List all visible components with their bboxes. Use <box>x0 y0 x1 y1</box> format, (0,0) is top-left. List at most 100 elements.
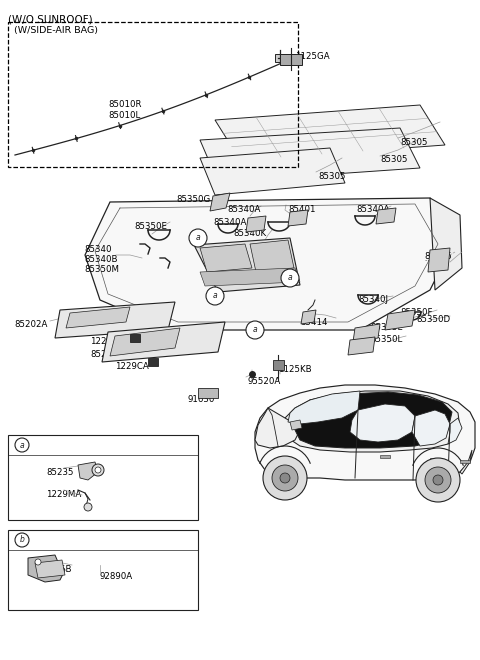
Polygon shape <box>430 198 462 290</box>
Polygon shape <box>290 420 302 430</box>
Polygon shape <box>350 404 415 442</box>
Polygon shape <box>85 198 455 330</box>
Text: a: a <box>213 292 217 300</box>
Text: 1125KB: 1125KB <box>278 365 312 374</box>
Text: 85305: 85305 <box>380 155 408 164</box>
Polygon shape <box>288 391 360 424</box>
Text: a: a <box>20 440 24 449</box>
Text: 1125GA: 1125GA <box>295 52 330 61</box>
Text: 85746: 85746 <box>424 252 452 261</box>
Polygon shape <box>102 322 225 362</box>
Text: b: b <box>20 535 24 544</box>
Circle shape <box>92 464 104 476</box>
Text: 85350E: 85350E <box>134 222 167 231</box>
Text: 85350D: 85350D <box>416 315 450 324</box>
Text: 95520A: 95520A <box>248 377 281 386</box>
Text: 92890A: 92890A <box>100 572 133 581</box>
Polygon shape <box>295 392 452 448</box>
Polygon shape <box>376 208 396 224</box>
Polygon shape <box>460 450 472 474</box>
Text: 91630: 91630 <box>188 395 216 404</box>
Polygon shape <box>301 310 316 324</box>
Polygon shape <box>200 128 420 182</box>
Polygon shape <box>385 310 415 330</box>
Text: 85350G: 85350G <box>176 195 210 204</box>
Bar <box>275 54 295 62</box>
Polygon shape <box>353 324 380 342</box>
Polygon shape <box>198 388 218 398</box>
Polygon shape <box>428 248 450 272</box>
Text: 1229MA: 1229MA <box>46 490 81 499</box>
Polygon shape <box>412 410 450 446</box>
Polygon shape <box>273 360 284 370</box>
Text: 1229CA: 1229CA <box>115 362 149 371</box>
Polygon shape <box>200 148 345 195</box>
Circle shape <box>15 533 29 547</box>
Text: 85010L: 85010L <box>108 111 140 120</box>
Text: 85202A: 85202A <box>14 320 48 329</box>
Text: a: a <box>196 234 200 242</box>
Circle shape <box>15 438 29 452</box>
Text: 85340B: 85340B <box>84 255 118 264</box>
Polygon shape <box>460 460 470 463</box>
Text: 85401: 85401 <box>288 205 315 214</box>
Text: 18645B: 18645B <box>38 565 72 574</box>
Polygon shape <box>55 302 175 338</box>
Polygon shape <box>210 193 230 211</box>
Text: 85340J: 85340J <box>358 295 388 304</box>
Polygon shape <box>283 391 460 452</box>
Polygon shape <box>35 560 65 578</box>
Text: a: a <box>288 273 292 282</box>
Circle shape <box>433 475 443 485</box>
Text: 85350L: 85350L <box>370 335 402 344</box>
Circle shape <box>246 321 264 339</box>
Text: 85355L: 85355L <box>370 323 402 332</box>
Polygon shape <box>66 307 130 328</box>
Circle shape <box>189 229 207 247</box>
Polygon shape <box>28 555 65 582</box>
Bar <box>8 530 198 610</box>
Text: 85305: 85305 <box>318 172 346 181</box>
Text: 85201A: 85201A <box>90 350 123 359</box>
Polygon shape <box>250 240 294 272</box>
Circle shape <box>35 559 41 565</box>
Polygon shape <box>200 268 300 286</box>
Circle shape <box>84 503 92 511</box>
Circle shape <box>263 456 307 500</box>
Circle shape <box>281 269 299 287</box>
Text: a: a <box>252 325 257 335</box>
Polygon shape <box>194 238 300 292</box>
Text: 85350F: 85350F <box>400 308 432 317</box>
Polygon shape <box>448 418 462 444</box>
Text: 85340: 85340 <box>84 245 111 254</box>
Text: 85414: 85414 <box>300 318 327 327</box>
Polygon shape <box>255 408 300 448</box>
Polygon shape <box>110 328 180 356</box>
Circle shape <box>425 467 451 493</box>
Polygon shape <box>255 385 475 480</box>
Polygon shape <box>246 216 266 232</box>
Polygon shape <box>430 458 440 461</box>
Text: (W/SIDE-AIR BAG): (W/SIDE-AIR BAG) <box>14 26 98 35</box>
Text: (W/O SUNROOF): (W/O SUNROOF) <box>8 14 93 24</box>
Bar <box>8 22 298 167</box>
Text: 85340A: 85340A <box>213 218 246 227</box>
Polygon shape <box>280 54 302 65</box>
Polygon shape <box>288 210 308 226</box>
Polygon shape <box>348 337 375 355</box>
Text: 85350M: 85350M <box>84 265 119 274</box>
Text: 85340A: 85340A <box>356 205 389 214</box>
Circle shape <box>280 473 290 483</box>
Polygon shape <box>130 334 140 342</box>
Text: 85235: 85235 <box>46 468 73 477</box>
Text: 85010R: 85010R <box>108 100 142 109</box>
Polygon shape <box>78 462 98 480</box>
Circle shape <box>206 287 224 305</box>
Text: 85340K: 85340K <box>233 229 266 238</box>
Polygon shape <box>215 105 445 160</box>
Text: 1229CA: 1229CA <box>90 337 124 346</box>
Bar <box>8 435 198 520</box>
Text: 85340A: 85340A <box>227 205 260 214</box>
Circle shape <box>416 458 460 502</box>
Polygon shape <box>148 358 158 366</box>
